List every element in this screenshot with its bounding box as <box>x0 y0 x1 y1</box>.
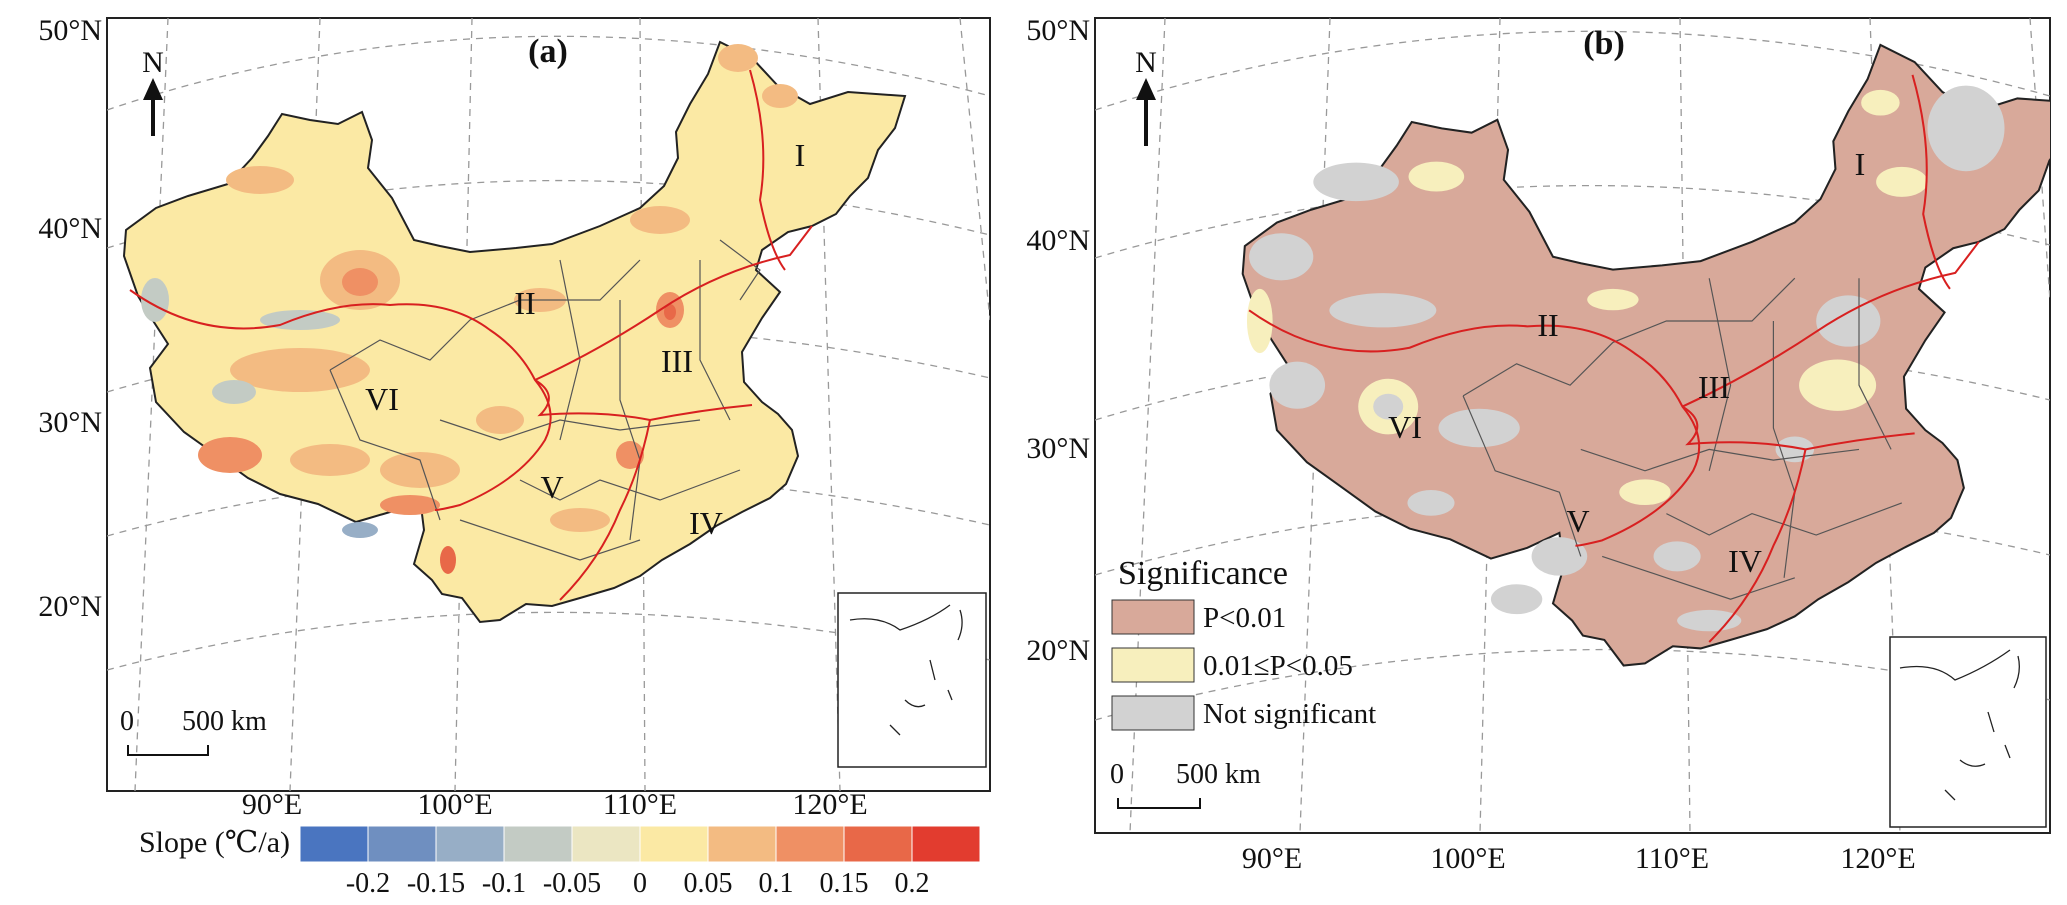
lat-label-30-a: 30°N <box>38 406 102 439</box>
panel-b-map <box>1095 18 2050 833</box>
scalebar-label-a: 500 km <box>182 706 267 737</box>
legend-label-p001: P<0.01 <box>1203 602 1286 634</box>
scalebar-zero-a: 0 <box>120 706 134 737</box>
lat-labels-b: 50°N 40°N 30°N 20°N <box>1026 14 1090 667</box>
colorbar-swatch <box>435 825 505 863</box>
colorbar-title: Slope (℃/a) <box>139 826 290 859</box>
colorbar-tick-label: 0.1 <box>759 868 794 899</box>
lat-label-40-b: 40°N <box>1026 224 1090 257</box>
legend-swatch-p001 <box>1111 599 1195 635</box>
region-label-II-b: II <box>1537 307 1558 343</box>
colorbar-swatch <box>707 825 777 863</box>
lon-label-110-b: 110°E <box>1635 842 1709 875</box>
lat-label-50-a: 50°N <box>38 14 102 47</box>
colorbar-swatch <box>299 825 369 863</box>
panel-b: N (b) I II III IV V VI Significance P<0.… <box>1026 14 2051 875</box>
panel-a-map <box>107 18 990 791</box>
colorbar-tick-label: 0.2 <box>895 868 930 899</box>
north-label-b: N <box>1135 46 1157 79</box>
lon-label-90-b: 90°E <box>1242 842 1302 875</box>
colorbar-tick-label: 0.15 <box>820 868 869 899</box>
significance-patches-b <box>1246 85 2005 632</box>
lon-label-110-a: 110°E <box>603 788 677 821</box>
colorbar-tick-label: 0 <box>633 868 647 899</box>
legend-label-ns: Not significant <box>1203 698 1376 730</box>
region-label-I-a: I <box>795 137 806 173</box>
colorbar-swatch <box>571 825 641 863</box>
region-label-IV-b: IV <box>1728 543 1762 579</box>
legend-label-p005: 0.01≤P<0.05 <box>1203 650 1353 682</box>
colorbar-swatch <box>843 825 913 863</box>
lat-label-20-a: 20°N <box>38 590 102 623</box>
lon-labels-a: 90°E 100°E 110°E 120°E <box>242 788 868 821</box>
inset-map-b <box>1889 636 2047 828</box>
lat-label-30-b: 30°N <box>1026 432 1090 465</box>
north-arrow-icon-b: N <box>1135 46 1157 146</box>
colorbar-tick-label: -0.2 <box>346 868 390 899</box>
province-lines-b <box>1462 277 1903 600</box>
lon-label-90-a: 90°E <box>242 788 302 821</box>
colorbar-swatch <box>503 825 573 863</box>
region-label-VI-a: VI <box>365 381 399 417</box>
colorbar-swatch <box>367 825 437 863</box>
legend-swatch-ns <box>1111 695 1195 731</box>
region-label-III-a: III <box>661 343 693 379</box>
region-label-V-b: V <box>1566 503 1589 539</box>
panel-title-a: (a) <box>528 33 568 70</box>
colorbar-swatch <box>911 825 981 863</box>
region-label-II-a: II <box>514 285 535 321</box>
lon-label-100-b: 100°E <box>1430 842 1505 875</box>
lat-label-50-b: 50°N <box>1026 14 1090 47</box>
colorbar-swatch <box>775 825 845 863</box>
colorbar-tick-label: 0.05 <box>684 868 733 899</box>
colorbar-tick-label: -0.1 <box>482 868 526 899</box>
region-lines-b <box>1248 74 1980 643</box>
lat-label-20-b: 20°N <box>1026 634 1090 667</box>
colorbar-tick-label: -0.15 <box>407 868 465 899</box>
region-labels-a: I II III IV V VI <box>365 137 805 541</box>
legend-title: Significance <box>1118 555 1288 592</box>
colorbar-a: Slope (℃/a) -0.2 -0.15 -0.1 -0.05 0 0.05 0.1 0.… <box>139 825 981 899</box>
china-group-b <box>1241 43 2050 667</box>
colorbar-tick-label: -0.05 <box>543 868 601 899</box>
colorbar-swatches <box>299 825 981 863</box>
region-lines-a <box>129 69 813 601</box>
lon-label-100-a: 100°E <box>417 788 492 821</box>
lat-labels-a: 50°N 40°N 30°N 20°N <box>38 14 102 623</box>
panel-a: N (a) I II III IV V VI 0 500 km <box>38 14 991 899</box>
colorbar-swatch <box>639 825 709 863</box>
scalebar-label-b: 500 km <box>1176 759 1261 790</box>
lon-label-120-a: 120°E <box>792 788 867 821</box>
significance-legend: Significance P<0.01 0.01≤P<0.05 Not sign… <box>1111 555 1376 731</box>
scalebar-a: 0 500 km <box>120 706 267 756</box>
north-label-a: N <box>142 46 164 79</box>
scalebar-b: 0 500 km <box>1110 759 1261 809</box>
region-label-III-b: III <box>1698 369 1730 405</box>
panel-title-b: (b) <box>1583 25 1625 62</box>
region-label-IV-a: IV <box>689 505 723 541</box>
north-arrow-icon-a: N <box>142 46 164 136</box>
region-label-I-b: I <box>1855 146 1866 182</box>
legend-swatch-p005 <box>1111 647 1195 683</box>
lon-label-120-b: 120°E <box>1840 842 1915 875</box>
province-lines-a <box>329 239 761 561</box>
region-label-V-a: V <box>540 469 563 505</box>
inset-map-a <box>837 592 987 768</box>
lon-labels-b: 90°E 100°E 110°E 120°E <box>1242 842 1916 875</box>
lat-label-40-a: 40°N <box>38 212 102 245</box>
region-labels-b: I II III IV V VI <box>1388 146 1865 579</box>
scalebar-zero-b: 0 <box>1110 759 1124 790</box>
region-label-VI-b: VI <box>1388 409 1422 445</box>
colorbar-ticks: -0.2 -0.15 -0.1 -0.05 0 0.05 0.1 0.15 0.2 <box>346 868 930 899</box>
